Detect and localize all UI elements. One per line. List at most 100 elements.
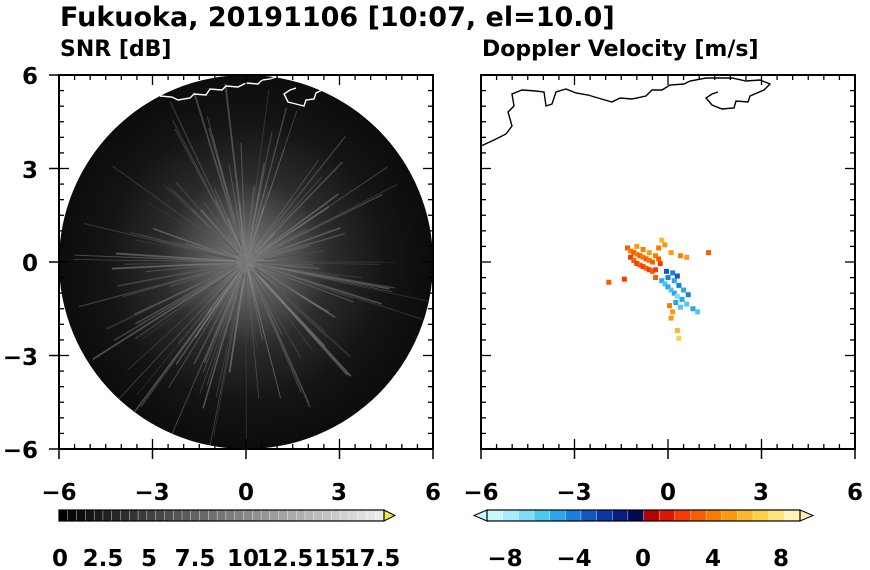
- colorbar-segment: [768, 509, 785, 522]
- snr-panel-title: SNR [dB]: [60, 37, 171, 62]
- velocity-point: [649, 259, 655, 265]
- velocity-plot: [480, 74, 856, 459]
- y-tick-label: −3: [3, 345, 38, 371]
- snr-streak: [115, 252, 245, 263]
- colorbar-segment: [295, 509, 306, 522]
- x-tick-label: −6: [41, 480, 76, 506]
- colorbar-segment: [85, 509, 95, 522]
- colorbar-segment: [269, 509, 280, 522]
- snr-streak: [171, 240, 243, 262]
- snr-x-tick-labels: −6 −3 0 3 6: [41, 480, 441, 506]
- velocity-panel-title: Doppler Velocity [m/s]: [482, 37, 759, 62]
- velocity-point: [677, 253, 683, 259]
- colorbar-extend-max: [383, 509, 397, 522]
- snr-streak: [256, 206, 330, 256]
- velocity-point: [646, 257, 652, 263]
- snr-plot: [49, 74, 434, 459]
- velocity-point: [665, 275, 671, 281]
- snr-streak: [134, 266, 240, 340]
- colorbar-segment: [129, 509, 139, 522]
- velocity-point: [657, 261, 663, 267]
- colorbar-segment: [331, 509, 341, 522]
- snr-streak: [215, 275, 244, 398]
- snr-streak: [142, 264, 243, 340]
- velocity-point: [634, 251, 640, 257]
- snr-streak: [246, 262, 283, 336]
- snr-radial-streaks: [73, 83, 429, 447]
- snr-streak: [224, 83, 247, 258]
- velocity-point: [640, 264, 646, 270]
- snr-streak: [251, 275, 310, 404]
- colorbar-label: 0: [52, 546, 68, 570]
- velocity-point: [649, 268, 655, 274]
- x-tick-label: −3: [134, 480, 169, 506]
- velocity-point: [634, 243, 640, 249]
- snr-streak: [247, 265, 302, 359]
- snr-streak: [240, 143, 247, 253]
- velocity-echo-points: [606, 237, 712, 341]
- snr-streak: [193, 92, 243, 249]
- velocity-point: [674, 273, 680, 279]
- x-tick-label: 0: [238, 480, 254, 506]
- x-tick-label: −6: [463, 480, 498, 506]
- colorbar-label: 8: [773, 546, 789, 570]
- y-tick-label: −6: [3, 438, 38, 464]
- snr-streak: [255, 263, 390, 290]
- velocity-point: [631, 250, 637, 256]
- velocity-point: [643, 256, 649, 262]
- snr-streak: [263, 263, 363, 279]
- colorbar-segment: [502, 509, 519, 522]
- snr-streak: [134, 268, 232, 316]
- velocity-point: [628, 254, 634, 260]
- snr-streak: [169, 101, 242, 251]
- colorbar-segment: [252, 509, 262, 522]
- snr-streak: [250, 263, 354, 299]
- colorbar-frame: [486, 509, 801, 522]
- snr-streak: [127, 273, 234, 371]
- snr-streak: [135, 239, 242, 262]
- colorbar-segment: [549, 509, 566, 522]
- velocity-point: [637, 262, 643, 268]
- snr-streak: [73, 259, 239, 263]
- y-tick-label: 6: [22, 64, 38, 90]
- velocity-point: [646, 250, 652, 256]
- colorbar-extend-min: [472, 509, 488, 522]
- colorbar-segment: [612, 509, 629, 522]
- velocity-point: [671, 290, 677, 296]
- colorbar-segment: [339, 509, 350, 522]
- colorbar-segment: [137, 509, 148, 522]
- velocity-point: [653, 275, 659, 281]
- velocity-point: [634, 261, 640, 267]
- snr-streak: [213, 273, 245, 437]
- colorbar-segment: [366, 509, 376, 522]
- colorbar-label: 17.5: [344, 546, 401, 570]
- snr-streak: [117, 262, 242, 287]
- velocity-point: [668, 315, 674, 321]
- colorbar-label: 10: [227, 546, 259, 570]
- snr-streak: [246, 186, 255, 254]
- colorbar-segment: [278, 509, 288, 522]
- snr-streak: [190, 240, 237, 260]
- snr-streak: [148, 202, 236, 257]
- colorbar-segment: [164, 509, 174, 522]
- velocity-x-tick-labels: −6 −3 0 3 6: [463, 480, 863, 506]
- velocity-point: [631, 257, 637, 263]
- colorbar-segment: [313, 509, 324, 522]
- colorbar-segment: [120, 509, 130, 522]
- x-tick-label: 6: [847, 480, 863, 506]
- snr-streak: [202, 275, 243, 409]
- snr-streak: [197, 265, 234, 277]
- snr-streak: [250, 110, 298, 250]
- snr-axis-ticks: [49, 74, 434, 459]
- colorbar-segment: [486, 509, 504, 522]
- colorbar-segment: [172, 509, 183, 522]
- snr-streak: [112, 165, 241, 259]
- snr-streak: [253, 159, 319, 252]
- colorbar-segment: [580, 509, 598, 522]
- colorbar-label: −4: [556, 546, 591, 570]
- colorbar-segment: [199, 509, 209, 522]
- colorbar-segment: [190, 509, 201, 522]
- snr-streak: [228, 279, 245, 373]
- snr-streak: [248, 229, 306, 262]
